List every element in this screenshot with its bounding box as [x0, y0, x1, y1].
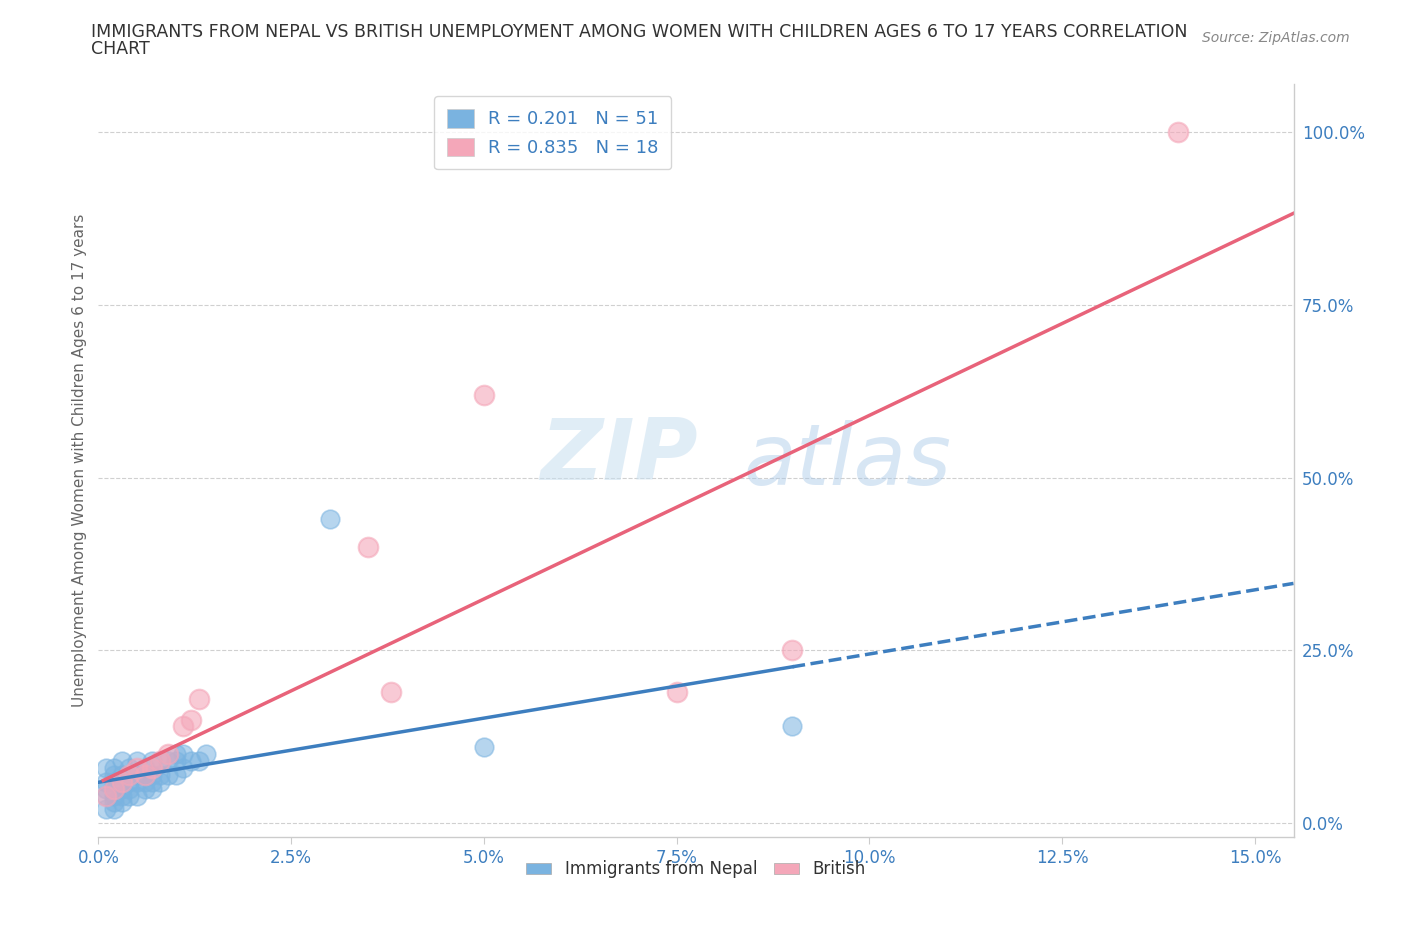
Point — [187, 753, 209, 768]
Point — [103, 781, 125, 796]
Legend: Immigrants from Nepal, British: Immigrants from Nepal, British — [520, 854, 872, 885]
Point — [156, 767, 179, 782]
Point — [94, 802, 117, 817]
Point — [156, 747, 179, 762]
Point — [180, 753, 202, 768]
Point — [118, 767, 141, 782]
Point — [172, 719, 194, 734]
Point — [110, 781, 132, 796]
Point — [125, 753, 148, 768]
Point — [134, 767, 156, 782]
Point — [118, 781, 141, 796]
Point — [94, 775, 117, 790]
Point — [1167, 125, 1189, 140]
Point — [94, 788, 117, 803]
Point — [357, 539, 380, 554]
Point — [125, 767, 148, 782]
Point — [472, 739, 495, 754]
Point — [118, 788, 141, 803]
Text: Source: ZipAtlas.com: Source: ZipAtlas.com — [1202, 31, 1350, 45]
Point — [103, 795, 125, 810]
Point — [172, 761, 194, 776]
Point — [110, 795, 132, 810]
Point — [141, 761, 163, 776]
Point — [782, 643, 804, 658]
Text: CHART: CHART — [91, 40, 150, 58]
Point — [156, 753, 179, 768]
Point — [94, 781, 117, 796]
Point — [472, 387, 495, 402]
Point — [149, 753, 172, 768]
Point — [94, 761, 117, 776]
Point — [187, 691, 209, 706]
Point — [141, 775, 163, 790]
Point — [125, 788, 148, 803]
Point — [118, 761, 141, 776]
Point — [165, 767, 187, 782]
Point — [110, 775, 132, 790]
Point — [172, 747, 194, 762]
Point — [665, 684, 688, 699]
Point — [125, 775, 148, 790]
Point — [195, 747, 218, 762]
Point — [134, 761, 156, 776]
Point — [380, 684, 402, 699]
Point — [134, 767, 156, 782]
Point — [141, 767, 163, 782]
Point — [103, 767, 125, 782]
Point — [103, 775, 125, 790]
Point — [165, 747, 187, 762]
Point — [118, 775, 141, 790]
Point — [180, 712, 202, 727]
Text: IMMIGRANTS FROM NEPAL VS BRITISH UNEMPLOYMENT AMONG WOMEN WITH CHILDREN AGES 6 T: IMMIGRANTS FROM NEPAL VS BRITISH UNEMPLO… — [91, 23, 1188, 41]
Point — [94, 788, 117, 803]
Point — [782, 719, 804, 734]
Point — [319, 512, 342, 526]
Point — [141, 753, 163, 768]
Point — [103, 761, 125, 776]
Point — [118, 767, 141, 782]
Point — [110, 767, 132, 782]
Point — [149, 775, 172, 790]
Text: ZIP: ZIP — [541, 415, 699, 498]
Point — [134, 781, 156, 796]
Point — [141, 781, 163, 796]
Point — [110, 775, 132, 790]
Point — [110, 788, 132, 803]
Point — [134, 775, 156, 790]
Point — [149, 753, 172, 768]
Point — [103, 781, 125, 796]
Y-axis label: Unemployment Among Women with Children Ages 6 to 17 years: Unemployment Among Women with Children A… — [72, 214, 87, 707]
Point — [103, 788, 125, 803]
Point — [125, 761, 148, 776]
Point — [103, 802, 125, 817]
Text: atlas: atlas — [744, 420, 952, 503]
Point — [165, 753, 187, 768]
Point — [110, 753, 132, 768]
Point — [149, 767, 172, 782]
